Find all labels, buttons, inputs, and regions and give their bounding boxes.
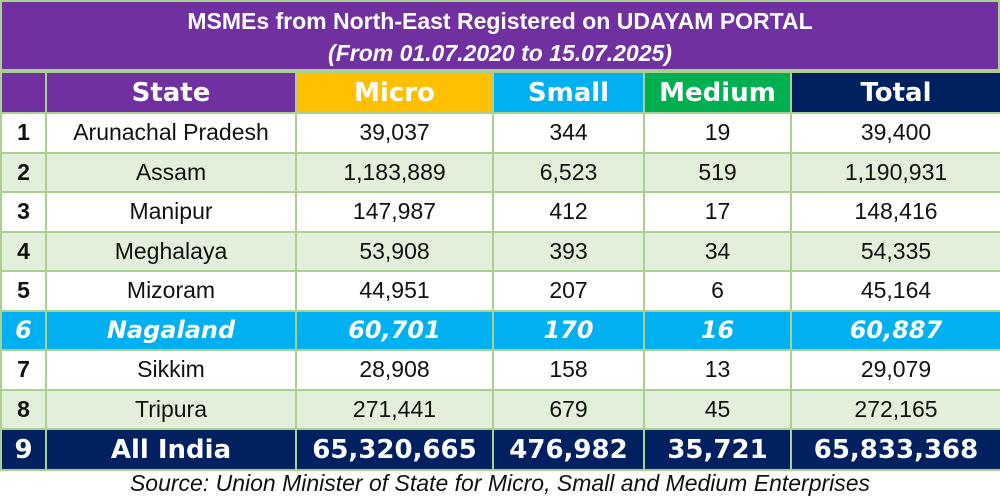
- cell-medium: 519: [643, 151, 792, 193]
- table-subtitle: (From 01.07.2020 to 15.07.2025): [328, 40, 672, 66]
- cell-micro: 39,037: [295, 112, 494, 154]
- cell-micro: 28,908: [295, 349, 494, 391]
- cell-medium: 13: [643, 349, 792, 391]
- cell-index: 4: [0, 230, 47, 272]
- cell-medium: 17: [643, 191, 792, 233]
- cell-medium: 34: [643, 230, 792, 272]
- cell-index: 1: [0, 112, 47, 154]
- cell-micro: 60,701: [295, 309, 494, 351]
- table-title-banner: MSMEs from North-East Registered on UDAY…: [0, 0, 1000, 71]
- cell-state: Arunachal Pradesh: [45, 112, 297, 154]
- cell-small: 207: [492, 270, 645, 312]
- table-row: 6 Nagaland 60,701 170 16 60,887: [0, 309, 1000, 351]
- cell-state: Assam: [45, 151, 297, 193]
- cell-total: 45,164: [790, 270, 1000, 312]
- table-row: 1 Arunachal Pradesh 39,037 344 19 39,400: [0, 112, 1000, 154]
- cell-state: Nagaland: [45, 309, 297, 351]
- cell-state: Mizoram: [45, 270, 297, 312]
- cell-total: 1,190,931: [790, 151, 1000, 193]
- cell-small: 412: [492, 191, 645, 233]
- cell-total: 54,335: [790, 230, 1000, 272]
- cell-micro: 1,183,889: [295, 151, 494, 193]
- cell-total: 60,887: [790, 309, 1000, 351]
- cell-small: 170: [492, 309, 645, 351]
- cell-small: 476,982: [492, 428, 645, 471]
- table-row: 5 Mizoram 44,951 207 6 45,164: [0, 270, 1000, 312]
- cell-small: 6,523: [492, 151, 645, 193]
- column-header-state: State: [45, 71, 297, 114]
- cell-state: Tripura: [45, 388, 297, 430]
- cell-small: 679: [492, 388, 645, 430]
- table-row: 4 Meghalaya 53,908 393 34 54,335: [0, 230, 1000, 272]
- cell-state: All India: [45, 428, 297, 471]
- cell-medium: 19: [643, 112, 792, 154]
- column-header-medium: Medium: [643, 71, 792, 114]
- cell-medium: 6: [643, 270, 792, 312]
- cell-total: 148,416: [790, 191, 1000, 233]
- cell-small: 344: [492, 112, 645, 154]
- table-title: MSMEs from North-East Registered on UDAY…: [187, 8, 813, 34]
- column-header-index: [0, 71, 47, 114]
- source-note: Source: Union Minister of State for Micr…: [129, 470, 871, 496]
- cell-micro: 147,987: [295, 191, 494, 233]
- cell-small: 158: [492, 349, 645, 391]
- column-header-small: Small: [492, 71, 645, 114]
- column-header-total: Total: [790, 71, 1000, 114]
- cell-total: 39,400: [790, 112, 1000, 154]
- all-india-row: 9 All India 65,320,665 476,982 35,721 65,833,…: [0, 428, 1000, 471]
- table-row: 3 Manipur 147,987 412 17 148,416: [0, 191, 1000, 233]
- msme-table: State Micro Small Medium Total 1 Arunachal Pr…: [0, 71, 1000, 471]
- cell-total: 272,165: [790, 388, 1000, 430]
- cell-micro: 65,320,665: [295, 428, 494, 471]
- cell-medium: 35,721: [643, 428, 792, 471]
- cell-micro: 271,441: [295, 388, 494, 430]
- cell-micro: 44,951: [295, 270, 494, 312]
- column-header-micro: Micro: [295, 71, 494, 114]
- header-row: State Micro Small Medium Total: [0, 71, 1000, 114]
- cell-state: Sikkim: [45, 349, 297, 391]
- cell-index: 5: [0, 270, 47, 312]
- cell-index: 3: [0, 191, 47, 233]
- table-row: 8 Tripura 271,441 679 45 272,165: [0, 388, 1000, 430]
- cell-total: 65,833,368: [790, 428, 1000, 471]
- cell-index: 9: [0, 428, 47, 471]
- cell-state: Manipur: [45, 191, 297, 233]
- table-row: 7 Sikkim 28,908 158 13 29,079: [0, 349, 1000, 391]
- cell-index: 2: [0, 151, 47, 193]
- cell-micro: 53,908: [295, 230, 494, 272]
- cell-medium: 45: [643, 388, 792, 430]
- cell-state: Meghalaya: [45, 230, 297, 272]
- cell-small: 393: [492, 230, 645, 272]
- table-row: 2 Assam 1,183,889 6,523 519 1,190,931: [0, 151, 1000, 193]
- cell-index: 8: [0, 388, 47, 430]
- cell-medium: 16: [643, 309, 792, 351]
- cell-index: 6: [0, 309, 47, 351]
- cell-total: 29,079: [790, 349, 1000, 391]
- cell-index: 7: [0, 349, 47, 391]
